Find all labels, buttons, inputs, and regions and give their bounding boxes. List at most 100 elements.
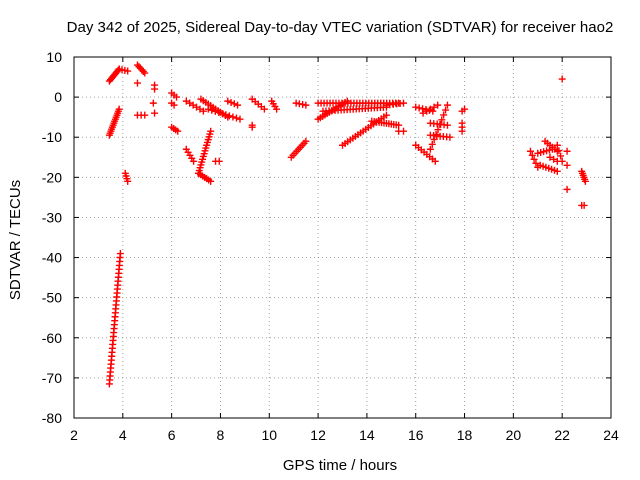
- data-point: [149, 99, 157, 107]
- x-tick-label: 4: [119, 427, 127, 443]
- data-point: [141, 69, 149, 77]
- data-point: [558, 157, 566, 165]
- data-point: [426, 105, 434, 113]
- x-axis-ticks: 2 4 6 8 10 12 14 16 18 20 22 24: [70, 57, 619, 443]
- y-tick-label: -60: [42, 330, 62, 346]
- data-point: [412, 103, 420, 111]
- data-point: [430, 103, 438, 111]
- data-point: [438, 116, 446, 124]
- data-point: [173, 93, 181, 101]
- data-point: [215, 157, 223, 165]
- chart-title: Day 342 of 2025, Sidereal Day-to-day VTE…: [67, 19, 614, 36]
- data-point: [395, 121, 403, 129]
- data-point: [443, 121, 451, 129]
- data-point: [115, 105, 123, 113]
- data-point: [224, 97, 232, 105]
- data-point: [190, 157, 198, 165]
- data-point: [563, 147, 571, 155]
- data-point: [236, 115, 244, 123]
- x-tick-label: 10: [261, 427, 277, 443]
- data-point: [207, 177, 215, 185]
- y-axis-label: SDTVAR / TECUs: [7, 180, 24, 300]
- data-point: [419, 109, 427, 117]
- data-point: [207, 127, 215, 135]
- data-point: [442, 106, 450, 114]
- data-point: [400, 99, 408, 107]
- x-tick-label: 14: [359, 427, 375, 443]
- data-point: [116, 250, 124, 258]
- data-point: [546, 153, 554, 161]
- data-point: [550, 155, 558, 163]
- data-point: [199, 107, 207, 115]
- data-point: [458, 127, 466, 135]
- y-tick-label: -50: [42, 290, 62, 306]
- data-point: [170, 101, 178, 109]
- data-point: [230, 100, 238, 108]
- data-point: [151, 85, 159, 93]
- x-tick-label: 2: [70, 427, 78, 443]
- data-point: [446, 133, 454, 141]
- data-point: [428, 140, 436, 148]
- data-point: [302, 101, 310, 109]
- y-tick-label: 0: [54, 89, 62, 105]
- data-point: [434, 101, 442, 109]
- data-point: [302, 137, 310, 145]
- data-point: [400, 127, 408, 135]
- plot-frame: [73, 56, 612, 419]
- data-point: [204, 105, 212, 113]
- data-point: [133, 79, 141, 87]
- data-point: [124, 177, 132, 185]
- y-tick-label: -10: [42, 129, 62, 145]
- y-tick-label: -30: [42, 209, 62, 225]
- data-point: [218, 110, 226, 118]
- grid-lines: [74, 57, 611, 418]
- data-point: [431, 157, 439, 165]
- data-point: [581, 177, 589, 185]
- data-point: [580, 201, 588, 209]
- data-point: [139, 67, 147, 75]
- data-point: [222, 111, 230, 119]
- x-tick-label: 16: [408, 427, 424, 443]
- y-tick-label: -80: [42, 410, 62, 426]
- x-tick-label: 20: [506, 427, 522, 443]
- data-point: [215, 108, 223, 116]
- data-point: [461, 105, 469, 113]
- data-point: [563, 185, 571, 193]
- data-point: [528, 151, 536, 159]
- data-point: [530, 155, 538, 163]
- data-point: [124, 67, 132, 75]
- data-point: [273, 105, 281, 113]
- data-point: [174, 127, 182, 135]
- data-point: [415, 104, 423, 112]
- data-point: [434, 126, 442, 134]
- data-point: [141, 111, 149, 119]
- x-tick-label: 12: [310, 427, 326, 443]
- data-point: [211, 107, 219, 115]
- data-point: [443, 101, 451, 109]
- data-point: [440, 111, 448, 119]
- data-point: [248, 123, 256, 131]
- data-point: [563, 161, 571, 169]
- data-point: [423, 107, 431, 115]
- data-point: [557, 152, 565, 160]
- y-tick-label: -40: [42, 250, 62, 266]
- data-point: [426, 145, 434, 153]
- y-axis-ticks: 10 0 -10 -20 -30 -40 -50 -60 -70 -80: [42, 49, 611, 426]
- data-point: [232, 114, 240, 122]
- data-point: [227, 98, 235, 106]
- x-axis-label: GPS time / hours: [283, 457, 397, 474]
- y-tick-label: -20: [42, 169, 62, 185]
- data-point: [229, 113, 237, 121]
- data-point: [208, 106, 216, 114]
- data-point: [382, 111, 390, 119]
- data-point: [532, 159, 540, 167]
- x-tick-label: 6: [168, 427, 176, 443]
- x-tick-label: 8: [217, 427, 225, 443]
- data-point: [260, 105, 268, 113]
- data-point: [555, 147, 563, 155]
- data-point: [225, 112, 233, 120]
- x-tick-label: 22: [554, 427, 570, 443]
- data-point: [553, 141, 561, 149]
- y-tick-label: 10: [46, 49, 62, 65]
